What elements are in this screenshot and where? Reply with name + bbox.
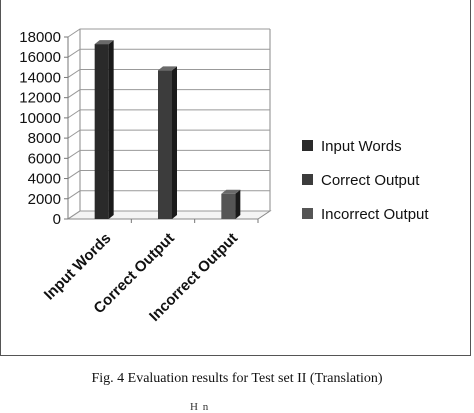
y-tick-label: 8000 (28, 130, 61, 147)
cropped-text: H n (190, 401, 210, 413)
bar-input-words (94, 40, 114, 220)
y-tick-label: 4000 (28, 171, 61, 188)
y-tick-label: 16000 (19, 49, 61, 66)
bar-correct-output (158, 66, 177, 219)
figure-frame (0, 0, 471, 356)
figure-caption: Fig. 4 Evaluation results for Test set I… (91, 371, 383, 386)
legend: Input Words Correct Output Incorrect Outpu… (302, 138, 429, 223)
y-tick-label: 12000 (19, 90, 61, 107)
gridline (67, 190, 270, 200)
bars (94, 40, 241, 220)
legend-swatch (302, 174, 313, 185)
legend-label: Input Words (321, 138, 402, 155)
bar-chart: 0 2000 4000 6000 8000 10000 12000 14000 16000 180… (19, 28, 429, 325)
bar-incorrect-output (221, 189, 241, 219)
y-tick-label: 14000 (19, 69, 61, 86)
legend-swatch (302, 140, 313, 151)
grid-layer (66, 28, 272, 220)
y-tick-label: 0 (53, 211, 61, 228)
gridline (67, 28, 270, 38)
y-tick-label: 6000 (28, 150, 61, 167)
gridline (67, 109, 270, 119)
y-tick-label: 18000 (19, 29, 61, 46)
gridline (67, 48, 270, 58)
y-tick-label: 2000 (28, 191, 61, 208)
legend-label: Correct Output (321, 172, 420, 189)
gridline (67, 210, 270, 220)
gridline (67, 89, 270, 99)
y-tick-label: 10000 (19, 110, 61, 127)
gridline (67, 149, 270, 159)
y-axis: 0 2000 4000 6000 8000 10000 12000 14000 16000 180… (19, 29, 69, 228)
legend-swatch (302, 208, 313, 219)
gridline (67, 170, 270, 179)
legend-label: Incorrect Output (321, 206, 429, 223)
gridline (67, 68, 270, 78)
gridline (67, 129, 270, 139)
